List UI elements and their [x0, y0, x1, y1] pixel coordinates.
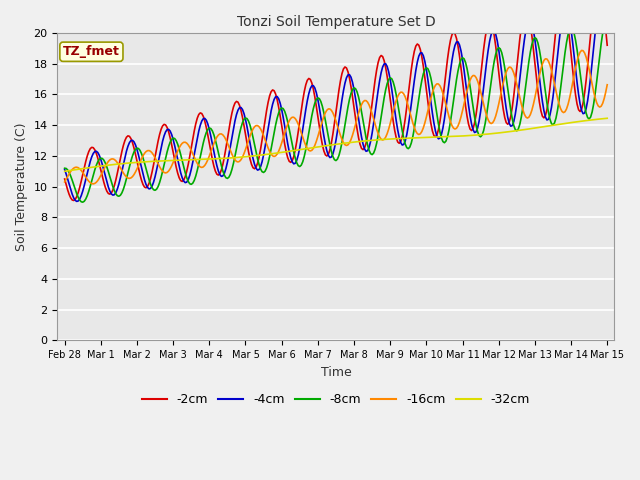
-4cm — [371, 109, 379, 115]
-16cm — [371, 121, 379, 127]
-16cm — [61, 179, 68, 185]
-2cm — [61, 176, 68, 182]
-2cm — [77, 178, 85, 184]
-16cm — [389, 108, 397, 114]
-32cm — [400, 135, 408, 141]
-4cm — [401, 138, 409, 144]
-32cm — [537, 124, 545, 130]
-2cm — [539, 113, 547, 119]
-4cm — [163, 127, 171, 132]
Y-axis label: Soil Temperature (C): Soil Temperature (C) — [15, 122, 28, 251]
-8cm — [539, 66, 547, 72]
-4cm — [73, 199, 81, 204]
-8cm — [76, 197, 84, 203]
-16cm — [163, 169, 171, 175]
Line: -8cm: -8cm — [65, 18, 607, 202]
Title: Tonzi Soil Temperature Set D: Tonzi Soil Temperature Set D — [237, 15, 435, 29]
-8cm — [401, 141, 409, 147]
-8cm — [163, 149, 171, 155]
-32cm — [162, 158, 170, 164]
-2cm — [70, 198, 77, 204]
-2cm — [163, 125, 171, 131]
Text: TZ_fmet: TZ_fmet — [63, 45, 120, 58]
-16cm — [401, 94, 409, 100]
Line: -4cm: -4cm — [65, 0, 607, 202]
-2cm — [604, 42, 611, 48]
-4cm — [604, 17, 611, 23]
-4cm — [61, 167, 68, 172]
-32cm — [388, 136, 396, 142]
-16cm — [539, 61, 547, 67]
-16cm — [90, 181, 97, 187]
-32cm — [604, 115, 611, 121]
-4cm — [389, 96, 397, 102]
-2cm — [371, 77, 379, 83]
Line: -32cm: -32cm — [65, 118, 607, 171]
-8cm — [604, 15, 611, 21]
X-axis label: Time: Time — [321, 366, 351, 379]
Line: -2cm: -2cm — [65, 0, 607, 201]
-4cm — [77, 193, 85, 199]
-8cm — [61, 166, 68, 171]
-2cm — [401, 116, 409, 121]
-16cm — [578, 48, 586, 53]
-32cm — [76, 166, 84, 172]
-32cm — [370, 137, 378, 143]
-8cm — [371, 146, 379, 152]
Line: -16cm: -16cm — [65, 50, 607, 184]
-16cm — [76, 166, 84, 172]
-32cm — [61, 168, 68, 174]
-8cm — [389, 79, 397, 85]
-16cm — [604, 82, 611, 88]
-2cm — [389, 118, 397, 124]
-8cm — [79, 199, 86, 205]
-4cm — [599, 0, 607, 1]
Legend: -2cm, -4cm, -8cm, -16cm, -32cm: -2cm, -4cm, -8cm, -16cm, -32cm — [137, 388, 535, 411]
-4cm — [539, 98, 547, 104]
